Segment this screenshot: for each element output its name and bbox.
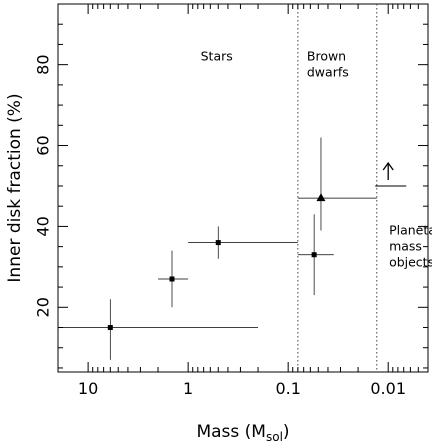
- y-tick-label: 60: [34, 135, 53, 155]
- square-marker: [107, 325, 113, 331]
- data-points: [58, 137, 377, 360]
- data-point-4: [297, 137, 377, 231]
- y-tick-label: 80: [34, 54, 53, 74]
- triangle-marker: [316, 193, 326, 202]
- data-point-3: [297, 214, 334, 296]
- x-axis-label: Mass (Msol): [196, 422, 289, 444]
- arrow-head-icon: [382, 161, 394, 171]
- x-tick-label: 0.1: [275, 379, 300, 398]
- square-marker: [169, 276, 175, 282]
- y-tick-label: 40: [34, 216, 53, 236]
- y-axis-label: Inner disk fraction (%): [5, 93, 25, 282]
- data-point-1: [158, 250, 189, 308]
- annotation-1: Brown dwarfs: [307, 49, 349, 80]
- lower-limits: [375, 161, 407, 187]
- x-axis-ticks: 10 1 0.1 0.01: [57, 4, 429, 398]
- lower-limit-0: [375, 161, 407, 187]
- data-point-2: [188, 226, 298, 259]
- plot-frame: [57, 3, 429, 373]
- x-tick-label: 0.01: [370, 379, 406, 398]
- class-boundaries: [297, 4, 378, 372]
- y-axis-ticks: 20 40 60 80: [34, 3, 428, 369]
- x-tick-label: 10: [78, 379, 98, 398]
- square-marker: [215, 240, 221, 246]
- data-point-0: [58, 299, 259, 360]
- annotation-0: Stars: [201, 49, 233, 64]
- y-tick-label: 20: [34, 297, 53, 317]
- x-tick-label: 1: [183, 379, 193, 398]
- annotation-2: Planetarymassobjects: [389, 223, 432, 270]
- square-marker: [311, 252, 317, 258]
